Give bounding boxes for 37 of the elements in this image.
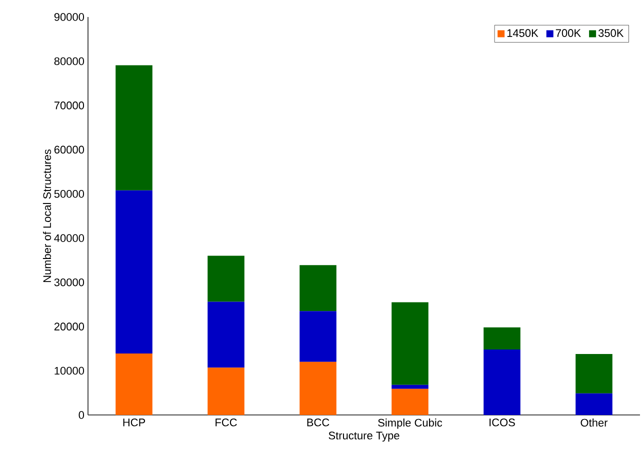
bar	[208, 302, 244, 368]
bar	[392, 384, 428, 389]
x-tick-label: FCC	[216, 418, 237, 426]
y-tick-label: 10000	[54, 366, 84, 375]
x-axis-title: Structure Type	[328, 432, 400, 442]
bar	[576, 354, 612, 394]
bar	[576, 393, 612, 415]
y-tick-label: 80000	[54, 57, 84, 66]
bar	[208, 368, 244, 415]
legend-label: 1450K	[507, 29, 538, 37]
y-tick-label: 0	[78, 411, 84, 419]
y-tick-label: 50000	[54, 190, 84, 198]
bar	[392, 302, 428, 385]
y-tick-label: 70000	[54, 102, 84, 110]
legend-label: 700K	[556, 29, 581, 37]
bar	[300, 362, 336, 415]
x-tick-label: BCC	[307, 418, 330, 426]
y-axis-title: Number of Local Structures	[42, 149, 52, 282]
y-tick-label: 60000	[54, 146, 84, 154]
y-tick-label: 30000	[54, 278, 84, 286]
bar	[300, 311, 336, 362]
y-tick-label: 40000	[54, 234, 84, 242]
x-tick-label: HCP	[123, 418, 146, 426]
bar	[116, 354, 152, 415]
bar	[484, 350, 520, 415]
y-tick-label: 90000	[54, 13, 84, 21]
x-tick-label: ICOS	[490, 418, 515, 426]
bar	[300, 265, 336, 312]
x-tick-label: Simple Cubic	[378, 418, 442, 429]
legend-label: 350K	[598, 29, 624, 37]
bar	[392, 388, 428, 415]
bar	[116, 65, 152, 190]
bar	[116, 190, 152, 354]
bar	[484, 327, 520, 350]
bar	[208, 256, 244, 302]
y-tick-label: 20000	[54, 322, 84, 330]
x-tick-label: Other	[580, 418, 608, 427]
